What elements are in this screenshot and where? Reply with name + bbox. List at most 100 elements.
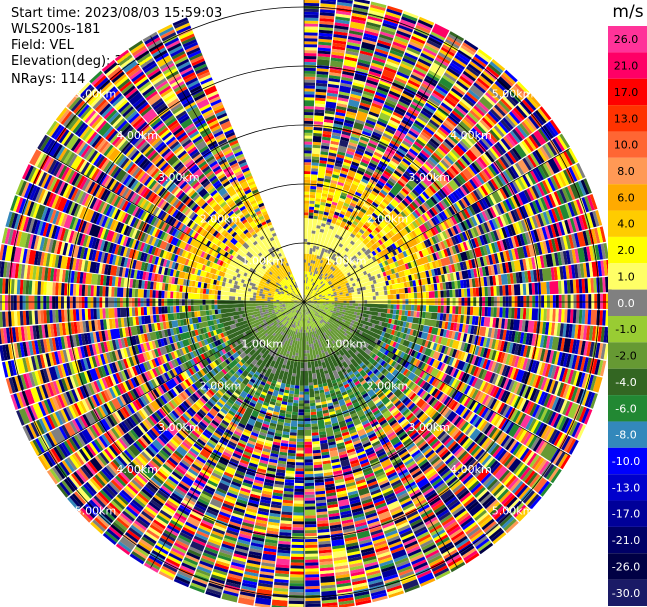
range-ring-labels: 1.00km 1.00km 1.00km 1.00km 2.00km 2.00km 2.00… — [75, 87, 534, 517]
ray-gate-group — [121, 321, 282, 463]
ray-gate-group — [158, 375, 165, 384]
ray-gate-group — [99, 365, 200, 432]
colorbar-tick-label: 26.0 — [614, 33, 639, 46]
ray-gate-group — [126, 90, 147, 110]
ray-gate-group — [326, 107, 483, 278]
ray-gate-group — [43, 338, 212, 414]
ray-gate-group — [304, 303, 341, 523]
ray-gate-group — [112, 347, 268, 534]
ray-gate-group — [95, 77, 123, 105]
ray-gate-group — [336, 260, 440, 294]
ray-gate-group — [67, 186, 77, 200]
ray-gate-group — [304, 80, 392, 301]
ray-gate-group — [400, 385, 451, 431]
ray-gate-group — [386, 87, 447, 173]
ray-gate-group — [181, 292, 280, 302]
ray-gate-group — [437, 430, 483, 476]
ray-gate-group — [49, 209, 206, 271]
ray-gate-group — [408, 465, 475, 557]
ray-gate-group — [389, 419, 494, 555]
ray-gate-group — [305, 302, 580, 324]
ray-gate-group — [212, 331, 296, 576]
ray-gate-group — [20, 310, 272, 390]
ray-gate-group — [387, 471, 429, 538]
ray-gate-group — [80, 359, 87, 371]
ray-gate-group — [365, 512, 398, 579]
ray-gate-group — [11, 213, 146, 262]
ray-gate-group — [132, 96, 200, 175]
ray-gate-group — [402, 294, 568, 309]
ray-gate-group — [71, 362, 216, 467]
ray-gate-group — [423, 393, 522, 473]
ray-gate-group — [10, 308, 103, 327]
ray-gate-group — [312, 438, 330, 533]
range-ring-grid — [0, 0, 629, 607]
ray-gate-group — [105, 302, 304, 477]
ray-gate-group — [445, 496, 457, 506]
ray-gate-group — [364, 47, 405, 129]
ray-gate-group — [334, 245, 595, 298]
ray-gate-group — [389, 476, 433, 546]
ray-gate-group — [289, 391, 304, 593]
ray-gate-group — [3, 314, 163, 344]
ray-gate-group — [261, 450, 271, 456]
ray-gate-group — [94, 250, 157, 273]
ray-gate-group — [345, 173, 534, 280]
ray-gate-group — [437, 145, 482, 187]
ray-gate-group — [396, 279, 583, 299]
ray-gate-group — [58, 129, 122, 179]
ray-gate-group — [335, 98, 473, 264]
ray-gate-group — [167, 154, 232, 223]
ray-gate-group — [103, 160, 172, 213]
ray-gate-group — [425, 173, 467, 209]
ray-gate-group — [466, 386, 503, 413]
ray-gate-group — [114, 233, 281, 295]
ray-gate-group — [36, 251, 179, 285]
ray-gate-group — [60, 111, 221, 239]
ray-gate-group — [108, 206, 156, 236]
ray-gate-group — [180, 322, 224, 341]
ray-gate-group — [175, 58, 190, 68]
ray-gate-group — [34, 295, 174, 310]
ray-gate-group — [554, 397, 562, 412]
ray-gate-group — [359, 541, 387, 600]
ray-gate-group — [55, 107, 281, 284]
ray-gate-group — [500, 376, 538, 401]
ray-gate-group — [304, 488, 315, 492]
ray-gate-group — [534, 214, 542, 228]
range-ring-label: 2.00km — [200, 379, 242, 392]
ray-gate-group — [25, 306, 168, 325]
ray-gate-group — [264, 226, 284, 260]
ray-gate-group — [305, 266, 561, 302]
ray-gate-group — [424, 383, 431, 392]
ray-gate-group — [75, 438, 128, 483]
ray-gate-group — [116, 120, 128, 132]
ray-gate-group — [228, 527, 253, 577]
ray-gate-group — [304, 76, 316, 166]
ray-gate-group — [93, 169, 234, 261]
ray-gate-group — [476, 173, 485, 185]
ray-gate-group — [455, 404, 520, 454]
ray-gate-group — [294, 477, 304, 489]
ray-gate-group — [376, 87, 524, 231]
ray-gate-group — [304, 303, 416, 469]
ray-gate-group — [83, 335, 137, 358]
ray-gate-group — [412, 203, 573, 267]
ray-gate-group — [104, 408, 167, 461]
ray-gate-group — [51, 124, 63, 139]
ray-gate-group — [448, 229, 502, 256]
ray-gate-group — [465, 250, 471, 260]
ray-gate-group — [304, 303, 402, 590]
ray-gate-group — [304, 515, 320, 590]
ray-gate-group — [57, 181, 222, 265]
ray-gate-group — [429, 409, 531, 500]
ray-gate-group — [112, 345, 265, 510]
ray-gate-group — [241, 539, 264, 592]
ray-gate-group — [110, 265, 158, 282]
ray-gate-group — [152, 75, 279, 263]
ray-gate-group — [412, 384, 548, 493]
ray-gate-group — [118, 461, 175, 527]
ray-gate-group — [456, 332, 462, 341]
ray-gate-group — [49, 314, 277, 428]
ray-gate-group — [191, 383, 199, 391]
